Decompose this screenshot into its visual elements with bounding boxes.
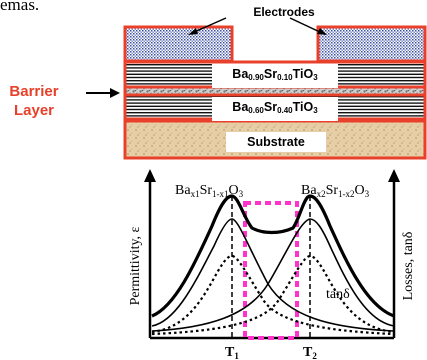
dielectric-window (243, 201, 299, 340)
barrier-arrow (86, 88, 120, 98)
cropped-caption-text: emas. (0, 0, 40, 14)
top-film-label: Ba0.90Sr0.10TiO3 (212, 64, 338, 88)
loss-curve-2 (151, 254, 395, 336)
left-axis-label: Permittivity, ε (128, 226, 143, 305)
barrier-layer-label: Barrier Layer (0, 82, 68, 120)
substrate-label: Substrate (226, 132, 326, 152)
permittivity-curve-2 (151, 218, 395, 332)
permittivity-curve-1 (151, 218, 395, 332)
tan-delta-label: tanδ (326, 287, 350, 302)
composition-2-label: Bax2Sr1-x2O3 (301, 183, 370, 199)
left-electrode (123, 25, 234, 63)
bottom-film-label: Ba0.60Sr0.40TiO3 (212, 97, 338, 121)
loss-curve-1 (151, 254, 395, 336)
composition-1-label: Bax1Sr1-x1O3 (175, 183, 244, 199)
right-axis-label: Losses, tanδ (401, 231, 416, 300)
combined-permittivity-curve (151, 194, 395, 318)
barrier-label-line1: Barrier (9, 83, 59, 100)
barrier-label-line2: Layer (13, 102, 55, 119)
right-electrode (316, 25, 427, 63)
t2-label: T2 (303, 345, 317, 360)
electrodes-label: Electrodes (253, 5, 315, 19)
permittivity-loss-plot: Bax1Sr1-x1O3 Bax2Sr1-x2O3 tanδ Permittiv… (128, 169, 416, 360)
t1-label: T1 (225, 345, 239, 360)
